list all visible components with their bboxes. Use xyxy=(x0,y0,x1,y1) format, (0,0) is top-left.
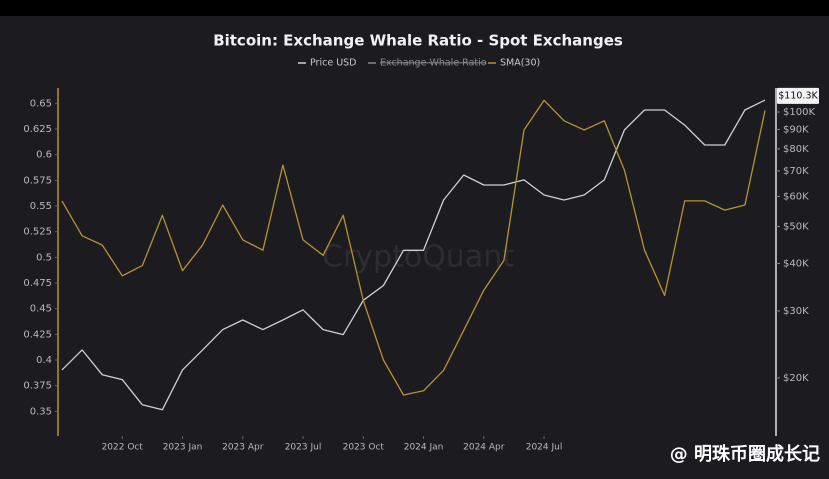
y2-tick-label: $30K xyxy=(783,306,809,317)
legend-label: SMA(30) xyxy=(500,58,540,69)
y-tick-label: 0.35 xyxy=(30,406,52,417)
x-tick-label: 2023 Oct xyxy=(343,443,385,453)
x-tick-label: 2023 Jan xyxy=(163,443,203,453)
y-tick-label: 0.575 xyxy=(23,175,52,186)
series-line xyxy=(61,99,766,411)
y-tick-label: 0.625 xyxy=(23,124,52,135)
x-tick-label: 2023 Apr xyxy=(222,443,264,453)
y2-tick-label: $100K xyxy=(783,107,815,118)
y-tick-label: 0.55 xyxy=(30,201,52,212)
y2-tick-label: $50K xyxy=(783,222,809,233)
y-tick-label: 0.525 xyxy=(23,227,52,238)
x-tick-label: 2024 Jan xyxy=(404,443,444,453)
y-tick-label: 0.425 xyxy=(23,329,52,340)
y-tick-label: 0.6 xyxy=(36,150,52,161)
source-watermark: @ 明珠币圈成长记 xyxy=(670,443,820,465)
top-band xyxy=(0,0,829,16)
last-value-label: $110.3K xyxy=(778,90,818,101)
y2-tick-label: $40K xyxy=(783,258,809,269)
y2-tick-label: $80K xyxy=(783,144,809,155)
legend-label: Exchange Whale Ratio xyxy=(380,58,487,69)
x-tick-label: 2024 Jul xyxy=(526,443,563,453)
y-tick-label: 0.375 xyxy=(23,381,52,392)
y-tick-label: 0.45 xyxy=(30,304,52,315)
y2-tick-label: $90K xyxy=(783,124,809,135)
last-value-box xyxy=(777,87,819,104)
series-line xyxy=(61,99,766,396)
x-tick-label: 2024 Apr xyxy=(463,443,505,453)
x-tick-label: 2023 Jul xyxy=(285,443,322,453)
y-tick-label: 0.65 xyxy=(30,98,52,109)
watermark: CryptoQuant xyxy=(322,240,514,275)
chart-title: Bitcoin: Exchange Whale Ratio - Spot Exc… xyxy=(213,32,623,50)
x-tick-label: 2022 Oct xyxy=(102,443,144,453)
y2-tick-label: $20K xyxy=(783,373,809,384)
y-tick-label: 0.5 xyxy=(36,252,52,263)
y-tick-label: 0.475 xyxy=(23,278,52,289)
y2-tick-label: $70K xyxy=(783,166,809,177)
legend-label: Price USD xyxy=(310,58,357,69)
y2-tick-label: $60K xyxy=(783,191,809,202)
y-tick-label: 0.4 xyxy=(36,355,52,366)
